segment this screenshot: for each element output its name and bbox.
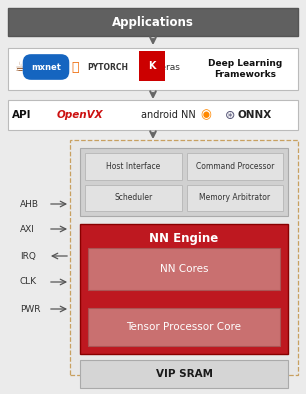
Bar <box>70 140 298 375</box>
Text: API: API <box>12 110 32 120</box>
Text: CLK: CLK <box>20 277 37 286</box>
Text: NN Engine: NN Engine <box>149 232 218 245</box>
Text: Host Interface: Host Interface <box>106 162 160 171</box>
Text: Deep Learning
Frameworks: Deep Learning Frameworks <box>208 59 282 80</box>
Text: OpenVX: OpenVX <box>57 110 103 120</box>
Text: Keras: Keras <box>155 63 181 71</box>
Bar <box>8 48 298 90</box>
Bar <box>80 360 288 388</box>
Text: VIP SRAM: VIP SRAM <box>155 369 212 379</box>
Bar <box>186 153 283 180</box>
Bar <box>85 153 181 180</box>
Bar <box>85 184 181 211</box>
Text: Scheduler: Scheduler <box>114 193 152 202</box>
Bar <box>8 100 298 130</box>
Text: ☕: ☕ <box>14 61 26 74</box>
Text: PYTORCH: PYTORCH <box>88 63 129 71</box>
Text: Tensor Processor Core: Tensor Processor Core <box>126 322 241 332</box>
Text: AHB: AHB <box>20 199 39 208</box>
Text: ◉: ◉ <box>200 108 211 121</box>
Text: ONNX: ONNX <box>238 110 272 120</box>
Text: K: K <box>148 61 156 71</box>
Text: ⊛: ⊛ <box>225 108 235 121</box>
Bar <box>8 8 298 36</box>
Bar <box>88 248 280 290</box>
Bar <box>186 184 283 211</box>
Text: mxnet: mxnet <box>31 63 61 71</box>
Text: Memory Arbitrator: Memory Arbitrator <box>199 193 270 202</box>
Text: android NN: android NN <box>141 110 195 120</box>
Text: 🔥: 🔥 <box>71 61 79 74</box>
Bar <box>80 224 288 354</box>
Text: Command Processor: Command Processor <box>196 162 274 171</box>
Bar <box>80 148 288 216</box>
Text: AXI: AXI <box>20 225 35 234</box>
Text: NN Cores: NN Cores <box>160 264 208 274</box>
Bar <box>88 308 280 346</box>
Text: Applications: Applications <box>112 15 194 28</box>
Text: IRQ: IRQ <box>20 251 36 260</box>
Text: PWR: PWR <box>20 305 40 314</box>
Text: mxnet: mxnet <box>31 63 61 71</box>
